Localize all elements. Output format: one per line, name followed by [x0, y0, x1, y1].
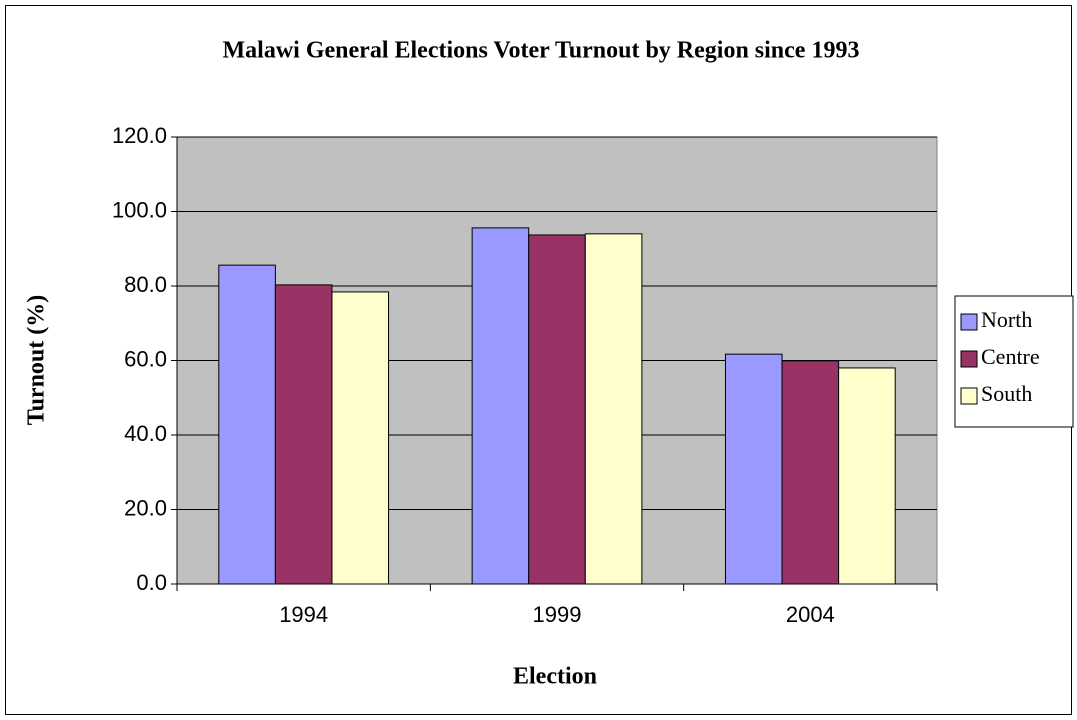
y-axis-title: Turnout (%) — [24, 295, 50, 425]
legend-label: Centre — [981, 344, 1040, 369]
bar — [528, 234, 586, 585]
bar — [274, 284, 333, 585]
y-tick-label: 120.0 — [112, 123, 167, 148]
x-tick-label: 1999 — [533, 602, 582, 627]
legend-swatch — [960, 350, 978, 368]
bar — [584, 233, 643, 585]
bar — [218, 264, 276, 585]
y-tick-label: 20.0 — [124, 495, 167, 520]
x-tick-label: 2004 — [786, 602, 835, 627]
bar — [331, 291, 390, 585]
bar — [471, 227, 530, 585]
bar — [781, 360, 840, 585]
x-axis-title: Election — [513, 664, 597, 690]
bar — [838, 367, 896, 585]
y-tick-label: 40.0 — [124, 421, 167, 446]
y-tick-label: 0.0 — [136, 570, 167, 595]
chart-title: Malawi General Elections Voter Turnout b… — [223, 38, 860, 64]
y-tick-label: 60.0 — [124, 346, 167, 371]
legend-label: North — [981, 307, 1032, 332]
y-tick-label: 100.0 — [112, 197, 167, 222]
x-tick-label: 1994 — [279, 602, 328, 627]
legend-label: South — [981, 381, 1032, 406]
legend-swatch — [960, 313, 978, 331]
bar — [724, 353, 783, 585]
legend-swatch — [960, 387, 978, 405]
y-tick-label: 80.0 — [124, 272, 167, 297]
